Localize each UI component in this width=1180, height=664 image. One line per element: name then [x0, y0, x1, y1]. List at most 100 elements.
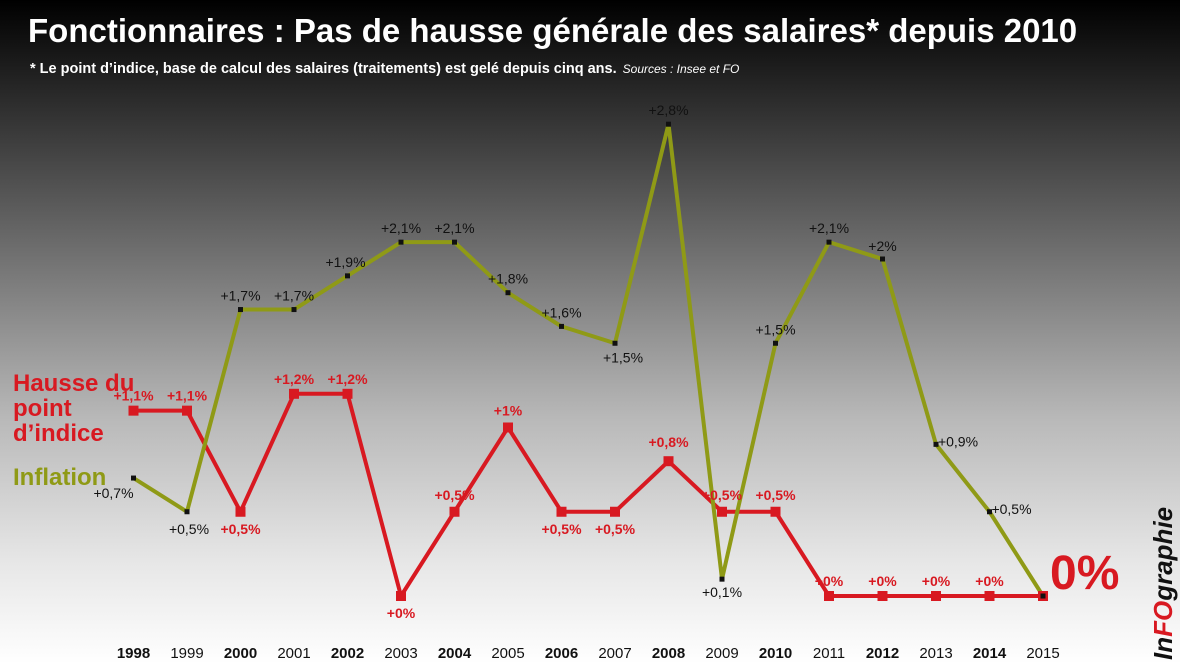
hausse-point	[984, 591, 995, 601]
infographie-logo: InFOgraphie	[1148, 507, 1179, 660]
hausse-data-label: +0%	[387, 605, 416, 621]
hausse-point	[342, 388, 353, 399]
inflation-point	[452, 239, 457, 245]
hausse-point	[877, 591, 888, 601]
logo-part-in: In	[1148, 636, 1178, 660]
inflation-data-label: +2,1%	[381, 220, 421, 236]
inflation-data-label: +0,5%	[169, 521, 209, 537]
x-tick-label: 1999	[170, 645, 203, 662]
inflation-point	[131, 475, 136, 481]
inflation-point	[880, 256, 885, 262]
hausse-data-label: +0,5%	[755, 487, 796, 503]
chart-title: Fonctionnaires : Pas de hausse générale …	[28, 12, 1078, 49]
logo-part-graphie: graphie	[1148, 506, 1178, 601]
x-tick-label: 2011	[813, 645, 845, 662]
hausse-data-label: +1,2%	[274, 371, 315, 387]
inflation-point	[505, 290, 511, 296]
chart-subtitle: * Le point d’indice, base de calcul des …	[30, 61, 739, 77]
x-tick-label: 2010	[759, 645, 792, 662]
inflation-data-label: +2,1%	[434, 220, 474, 236]
inflation-point	[398, 239, 404, 245]
inflation-point	[987, 509, 992, 515]
hausse-data-label: +1%	[494, 403, 523, 419]
inflation-point	[773, 340, 778, 346]
inflation-point	[291, 307, 297, 313]
inflation-point	[238, 307, 243, 313]
hausse-point	[289, 388, 299, 399]
x-tick-label: 2007	[598, 645, 631, 662]
hausse-point	[503, 422, 513, 433]
inflation-point	[719, 576, 725, 582]
x-tick-label: 2004	[438, 645, 472, 662]
hausse-data-label: +0,8%	[648, 434, 689, 450]
hausse-data-label: +0%	[815, 573, 844, 589]
subtitle-text: * Le point d’indice, base de calcul des …	[30, 61, 617, 77]
x-tick-label: 1998	[117, 645, 150, 662]
inflation-data-label: +0,1%	[702, 584, 742, 600]
inflation-point	[345, 273, 350, 279]
inflation-point	[666, 121, 671, 127]
inflation-point	[1040, 593, 1046, 599]
inflation-point	[933, 441, 939, 447]
inflation-data-label: +1,8%	[488, 271, 528, 287]
x-tick-label: 2000	[224, 645, 257, 662]
hausse-data-label: +0%	[922, 573, 951, 589]
inflation-data-label: +0,5%	[991, 501, 1031, 517]
x-tick-label: 2003	[384, 645, 417, 662]
hausse-point	[235, 506, 246, 517]
hausse-data-label: +0,5%	[220, 521, 261, 537]
hausse-point	[931, 591, 941, 601]
x-tick-label: 2014	[973, 645, 1007, 662]
inflation-point	[184, 509, 190, 515]
zero-highlight: 0%	[1050, 547, 1120, 600]
hausse-point	[556, 506, 567, 517]
inflation-data-label: +2%	[868, 238, 896, 254]
hausse-data-label: +0%	[868, 573, 897, 589]
hausse-point	[663, 456, 674, 467]
x-tick-label: 2009	[705, 645, 738, 662]
inflation-line	[131, 122, 1045, 598]
x-tick-label: 2006	[545, 645, 578, 662]
hausse-point	[128, 405, 139, 416]
hausse-data-label: +1,1%	[167, 388, 208, 404]
hausse-point	[824, 591, 834, 601]
x-tick-label: 2002	[331, 645, 364, 662]
hausse-point	[182, 405, 192, 416]
hausse-data-label: +0%	[975, 573, 1004, 589]
hausse-data-label: +1,1%	[113, 388, 154, 404]
hausse-data-label: +0,5%	[702, 487, 743, 503]
inflation-data-label: +1,6%	[541, 304, 581, 320]
inflation-data-label: +1,7%	[220, 288, 260, 304]
x-tick-label: 2015	[1026, 645, 1059, 662]
hausse-point	[717, 506, 727, 517]
hausse-point	[396, 591, 406, 601]
inflation-data-label: +2,1%	[809, 220, 849, 236]
logo-part-fo: FO	[1148, 600, 1178, 637]
inflation-point	[826, 239, 832, 245]
hausse-point	[449, 506, 460, 517]
hausse-data-label: +1,2%	[327, 371, 368, 387]
hausse-point	[770, 506, 781, 517]
hausse-data-label: +0,5%	[595, 521, 636, 537]
inflation-data-label: +1,5%	[755, 321, 795, 337]
inflation-data-label: +1,7%	[274, 288, 314, 304]
legend-inflation: Inflation	[13, 464, 107, 491]
inflation-data-label: +1,9%	[325, 254, 365, 270]
x-tick-label: 2001	[277, 645, 310, 662]
inflation-data-label: +2,8%	[648, 102, 688, 118]
inflation-data-label: +0,7%	[93, 485, 133, 501]
x-tick-label: 2008	[652, 645, 685, 662]
inflation-data-label: +0,9%	[938, 433, 978, 449]
x-tick-label: 2012	[866, 645, 899, 662]
inflation-data-label: +1,5%	[603, 349, 643, 365]
legend-hausse: Hausse du point d’indice	[13, 370, 135, 447]
hausse-data-label: +0,5%	[541, 521, 582, 537]
inflation-point	[612, 340, 618, 346]
x-tick-label: 2013	[919, 645, 952, 662]
hausse-data-label: +0,5%	[434, 487, 475, 503]
hausse-line	[131, 391, 1045, 598]
inflation-point	[559, 323, 564, 329]
x-tick-label: 2005	[491, 645, 524, 662]
